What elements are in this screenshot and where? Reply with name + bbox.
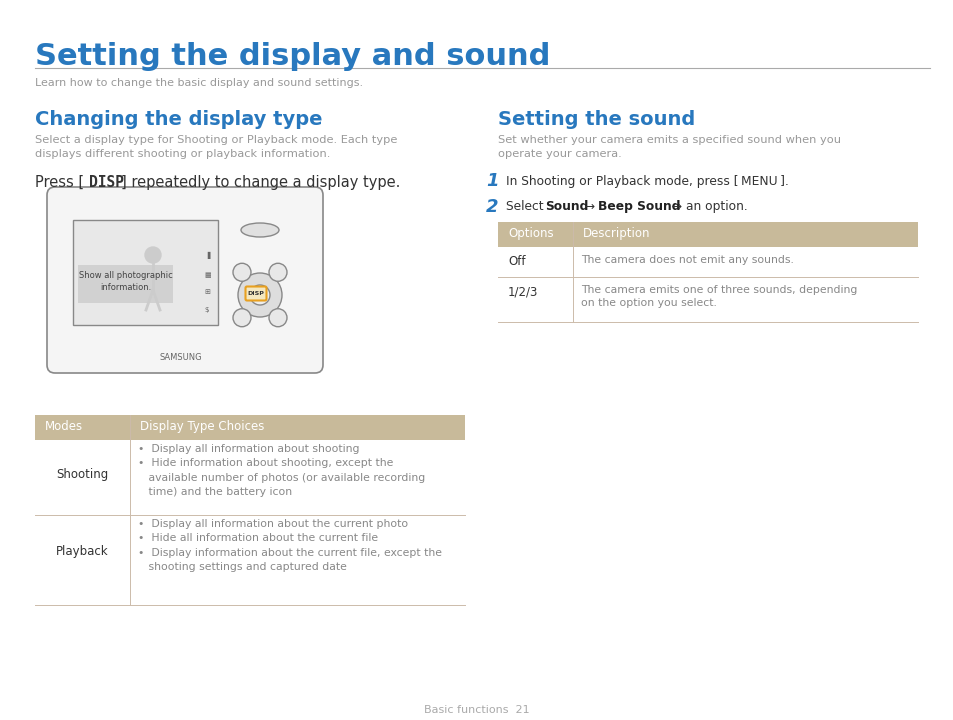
Text: → an option.: → an option. — [667, 200, 747, 213]
Text: Basic functions  21: Basic functions 21 — [424, 705, 529, 715]
Text: The camera emits one of three sounds, depending
on the option you select.: The camera emits one of three sounds, de… — [580, 285, 857, 308]
Text: Display Type Choices: Display Type Choices — [140, 420, 264, 433]
Circle shape — [269, 309, 287, 327]
Text: ] repeatedly to change a display type.: ] repeatedly to change a display type. — [121, 175, 400, 190]
Text: ▐: ▐ — [204, 251, 209, 258]
Text: DISP: DISP — [247, 290, 264, 295]
Circle shape — [250, 285, 270, 305]
Text: Learn how to change the basic display and sound settings.: Learn how to change the basic display an… — [35, 78, 363, 88]
Text: 1/2/3: 1/2/3 — [507, 285, 537, 298]
Text: ⊞: ⊞ — [204, 289, 210, 295]
Text: Description: Description — [582, 227, 650, 240]
Text: Changing the display type: Changing the display type — [35, 110, 322, 129]
Text: Options: Options — [507, 227, 553, 240]
FancyBboxPatch shape — [47, 187, 323, 373]
Text: DISP: DISP — [89, 175, 124, 190]
Text: In Shooting or Playback mode, press [ MENU ].: In Shooting or Playback mode, press [ ME… — [505, 175, 788, 188]
Text: Select: Select — [505, 200, 547, 213]
Bar — [73, 220, 218, 325]
Text: Setting the sound: Setting the sound — [497, 110, 695, 129]
Text: Modes: Modes — [45, 420, 83, 433]
Text: SAMSUNG: SAMSUNG — [160, 353, 202, 362]
Text: •  Display all information about the current photo
•  Hide all information about: • Display all information about the curr… — [138, 519, 441, 572]
Circle shape — [233, 309, 251, 327]
FancyBboxPatch shape — [245, 287, 266, 300]
Bar — [497, 222, 917, 247]
Circle shape — [233, 264, 251, 282]
Text: Shooting: Shooting — [56, 468, 109, 481]
Text: Press [: Press [ — [35, 175, 84, 190]
Text: Select a display type for Shooting or Playback mode. Each type
displays differen: Select a display type for Shooting or Pl… — [35, 135, 397, 159]
Text: →: → — [580, 200, 598, 213]
Circle shape — [145, 247, 161, 263]
Text: Show all photographic
information.: Show all photographic information. — [78, 271, 172, 292]
Text: $: $ — [204, 307, 209, 313]
Ellipse shape — [241, 223, 278, 237]
Text: •  Display all information about shooting
•  Hide information about shooting, ex: • Display all information about shooting… — [138, 444, 425, 498]
Text: Setting the display and sound: Setting the display and sound — [35, 42, 550, 71]
Text: 2: 2 — [485, 198, 498, 216]
Text: Off: Off — [507, 255, 525, 268]
Text: 1: 1 — [485, 172, 498, 190]
Text: Sound: Sound — [544, 200, 588, 213]
Circle shape — [237, 273, 282, 317]
Text: ▦: ▦ — [204, 272, 211, 278]
Text: Beep Sound: Beep Sound — [598, 200, 679, 213]
Circle shape — [269, 264, 287, 282]
Text: Set whether your camera emits a specified sound when you
operate your camera.: Set whether your camera emits a specifie… — [497, 135, 841, 159]
Text: Playback: Playback — [56, 545, 109, 558]
Text: The camera does not emit any sounds.: The camera does not emit any sounds. — [580, 255, 793, 265]
Bar — [78, 265, 172, 303]
Bar — [35, 415, 464, 440]
